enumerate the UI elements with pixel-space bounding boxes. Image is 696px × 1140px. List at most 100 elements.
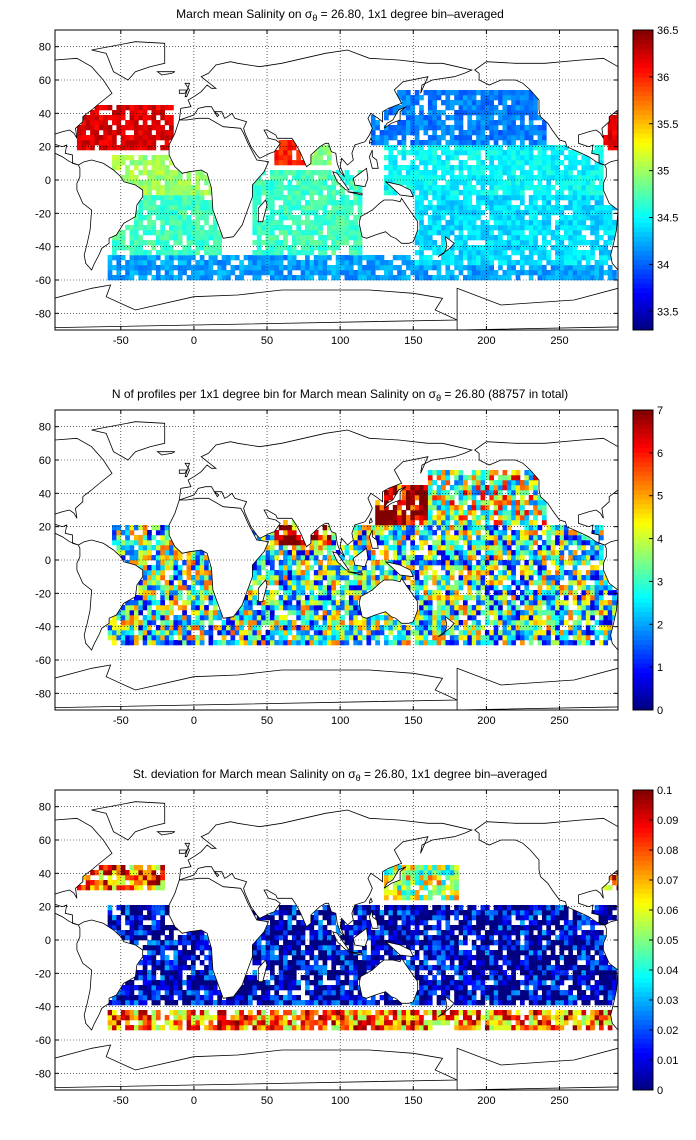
data-cell — [335, 260, 341, 266]
data-cell — [401, 135, 407, 141]
data-cell — [484, 620, 490, 626]
data-cell — [467, 520, 473, 526]
data-cell — [498, 95, 503, 101]
data-cell — [129, 620, 135, 626]
data-cell — [502, 530, 508, 536]
data-cell — [261, 230, 266, 236]
data-cell — [199, 615, 205, 621]
data-cell — [107, 115, 113, 121]
data-cell — [511, 530, 516, 536]
data-cell — [484, 90, 490, 96]
data-cell — [112, 275, 117, 281]
data-cell — [515, 95, 521, 101]
data-cell — [533, 555, 538, 561]
data-cell — [484, 125, 490, 131]
data-cell — [169, 235, 174, 241]
data-cell — [603, 585, 609, 591]
data-cell — [577, 600, 582, 606]
data-cell — [577, 580, 582, 586]
data-cell — [528, 105, 534, 111]
data-cell — [283, 545, 288, 551]
data-cell — [520, 505, 525, 511]
data-cell — [182, 610, 187, 616]
data-cell — [318, 615, 323, 621]
data-cell — [269, 250, 275, 256]
data-cell — [476, 635, 481, 641]
data-cell — [484, 225, 490, 231]
data-cell — [555, 630, 560, 636]
data-cell — [546, 230, 552, 236]
data-cell — [550, 610, 556, 616]
data-cell — [173, 560, 179, 566]
data-cell — [454, 555, 459, 561]
data-cell — [419, 120, 424, 126]
data-cell — [177, 230, 183, 236]
data-cell — [256, 615, 262, 621]
data-cell — [138, 600, 144, 606]
data-cell — [502, 505, 508, 511]
data-cell — [594, 550, 600, 556]
data-cell — [186, 200, 192, 206]
data-cell — [441, 210, 446, 216]
data-cell — [392, 635, 398, 641]
data-cell — [287, 565, 293, 571]
data-cell — [357, 185, 363, 191]
data-cell — [524, 600, 530, 606]
data-cell — [502, 130, 508, 136]
data-cell — [581, 265, 587, 271]
data-cell — [449, 225, 455, 231]
data-cell — [414, 90, 420, 96]
data-cell — [511, 130, 516, 136]
data-cell — [375, 625, 380, 631]
data-cell — [462, 635, 468, 641]
data-cell — [379, 505, 385, 511]
data-cell — [502, 640, 508, 646]
data-cell — [313, 550, 319, 556]
data-cell — [160, 545, 165, 551]
data-cell — [230, 640, 236, 646]
data-cell — [423, 270, 429, 276]
data-cell — [120, 110, 126, 116]
colorbar-swatch — [633, 297, 653, 303]
data-cell — [116, 545, 122, 551]
data-cell — [555, 565, 560, 571]
data-cell — [243, 270, 249, 276]
data-cell — [401, 165, 407, 171]
data-cell — [590, 270, 595, 276]
data-cell — [462, 180, 468, 186]
data-cell — [572, 215, 578, 221]
data-cell — [581, 560, 587, 566]
data-cell — [326, 185, 332, 191]
data-cell — [331, 220, 337, 226]
data-cell — [133, 160, 139, 166]
data-cell — [454, 610, 459, 616]
data-cell — [335, 640, 341, 646]
data-cell — [520, 115, 525, 121]
data-cell — [419, 195, 424, 201]
data-cell — [511, 195, 516, 201]
data-cell — [454, 205, 459, 211]
data-cell — [454, 520, 459, 526]
data-cell — [283, 235, 288, 241]
data-cell — [191, 625, 196, 631]
data-cell — [151, 555, 157, 561]
data-cell — [296, 635, 301, 641]
data-cell — [357, 270, 363, 276]
data-cell — [563, 530, 569, 536]
data-cell — [419, 605, 424, 611]
data-cell — [151, 120, 157, 126]
data-cell — [568, 575, 573, 581]
data-cell — [291, 570, 297, 576]
data-cell — [454, 115, 459, 121]
data-cell — [449, 515, 455, 521]
data-cell — [524, 520, 530, 526]
data-cell — [458, 565, 464, 571]
data-cell — [133, 135, 139, 141]
data-cell — [590, 165, 595, 171]
data-cell — [370, 620, 376, 626]
data-cell — [265, 195, 271, 201]
data-cell — [265, 580, 271, 586]
data-cell — [410, 540, 416, 546]
data-cell — [401, 575, 407, 581]
data-cell — [563, 170, 569, 176]
